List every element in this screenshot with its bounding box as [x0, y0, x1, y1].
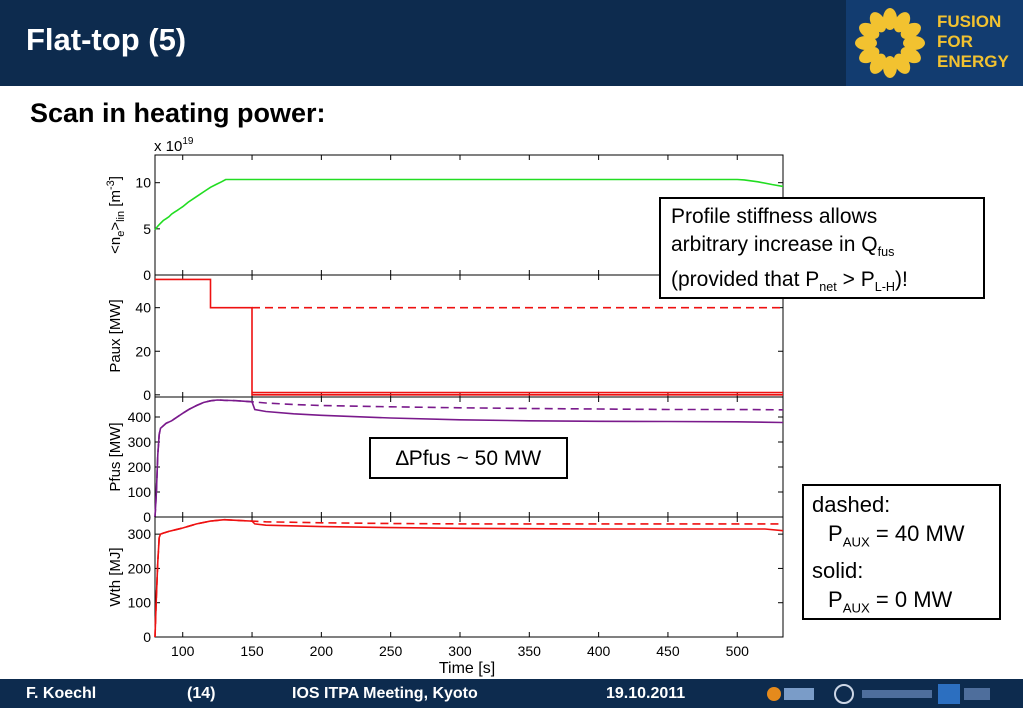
- x-tick-label: 100: [171, 643, 195, 659]
- profile-stiffness-callout: Profile stiffness allows arbitrary incre…: [659, 197, 985, 299]
- y-tick-label: 5: [143, 221, 151, 237]
- y-tick-label: 300: [128, 434, 152, 450]
- y-tick-label: 400: [128, 409, 152, 425]
- y-tick-label: 100: [128, 595, 152, 611]
- slide-title: Flat-top (5): [26, 22, 187, 57]
- x-tick-label: 150: [240, 643, 264, 659]
- y-tick-label: 40: [135, 300, 151, 316]
- x-axis-label: Time [s]: [439, 660, 495, 677]
- y-axis-label-ne: <ne>lin [m-3]: [105, 176, 127, 254]
- time-trace-chart: 0 5 10 <ne>lin [m-3] x 1019 0 20 40 Paux [MW] 0 10…: [105, 136, 784, 677]
- logo-line-2: FOR: [937, 32, 973, 51]
- emblem-petal: [859, 46, 880, 64]
- y-tick-label: 300: [128, 526, 152, 542]
- callout-line-1: Profile stiffness allows: [671, 205, 878, 228]
- y-axis-label-paux: Paux [MW]: [107, 299, 124, 372]
- footer-author: F. Koechl: [26, 685, 97, 702]
- y-tick-label: 0: [143, 387, 151, 403]
- y-tick-label: 0: [143, 509, 151, 525]
- x-tick-label: 300: [448, 643, 472, 659]
- sunflower-emblem-icon: [855, 8, 925, 78]
- x-tick-label: 200: [310, 643, 334, 659]
- series-pfus-solid: [154, 399, 784, 518]
- partner-logos: [767, 684, 990, 704]
- efda-logo-icon: [862, 690, 932, 698]
- footer-meeting: IOS ITPA Meeting, Kyoto: [292, 685, 478, 702]
- emblem-petal: [903, 36, 925, 50]
- y-tick-label: 10: [135, 175, 151, 191]
- logo-line-1: FUSION: [937, 12, 1002, 31]
- y-tick-label: 0: [143, 267, 151, 283]
- footer-date: 19.10.2011: [606, 685, 686, 702]
- y-tick-label: 20: [135, 343, 151, 359]
- ccfe-logo-icon: [767, 687, 814, 701]
- emblem-center: [878, 31, 902, 55]
- emblem-petal: [869, 12, 887, 33]
- panel-paux: 0 20 40 Paux [MW]: [107, 274, 784, 403]
- y-tick-label: 0: [143, 629, 151, 645]
- series-wth-solid: [154, 518, 784, 638]
- line-style-legend: dashed: PAUX = 40 MW solid: PAUX = 0 MW: [802, 484, 1001, 620]
- fusion-for-energy-logo: [846, 0, 1023, 86]
- emblem-petal: [900, 22, 921, 40]
- emblem-petal: [893, 53, 911, 74]
- legend-dashed-label: dashed:: [812, 492, 891, 517]
- series-ne-solid: [154, 178, 784, 231]
- x-tick-label: 350: [518, 643, 542, 659]
- legend-solid-label: solid:: [812, 558, 864, 584]
- logo-text: FUSION FOR ENERGY: [937, 12, 1009, 72]
- euratom-logo-icon: [834, 684, 854, 704]
- y-exponent-label: x 1019: [154, 136, 194, 155]
- series-paux-solid: [155, 278, 783, 396]
- slide-subtitle: Scan in heating power:: [30, 98, 326, 128]
- series-wth-dashed: [154, 518, 783, 638]
- delta-pfus-callout: ∆Pfus ~ 50 MW: [369, 437, 568, 479]
- footer-page-number: (14): [187, 685, 216, 702]
- y-tick-label: 100: [128, 484, 152, 500]
- callout-line-3: (provided that Pnet > PL-H)!: [671, 268, 908, 295]
- emblem-petal: [855, 36, 877, 50]
- legend-solid-value: PAUX = 0 MW: [828, 587, 953, 616]
- emblem-petal: [883, 56, 897, 78]
- y-tick-label: 200: [128, 459, 152, 475]
- x-tick-label: 450: [656, 643, 680, 659]
- x-tick-label: 400: [587, 643, 611, 659]
- emblem-petal: [883, 8, 897, 30]
- x-tick-label: 250: [379, 643, 403, 659]
- legend-dashed-value: PAUX = 40 MW: [828, 521, 965, 550]
- logo-line-3: ENERGY: [937, 52, 1009, 71]
- x-tick-label: 500: [726, 643, 750, 659]
- tu-wien-logo-icon: [938, 684, 990, 704]
- y-axis-label-pfus: Pfus [MW]: [107, 422, 124, 491]
- y-tick-label: 200: [128, 560, 152, 576]
- callout-line-2: arbitrary increase in Qfus: [671, 233, 895, 260]
- y-axis-label-wth: Wth [MJ]: [107, 547, 124, 606]
- panel-frame: [154, 516, 784, 638]
